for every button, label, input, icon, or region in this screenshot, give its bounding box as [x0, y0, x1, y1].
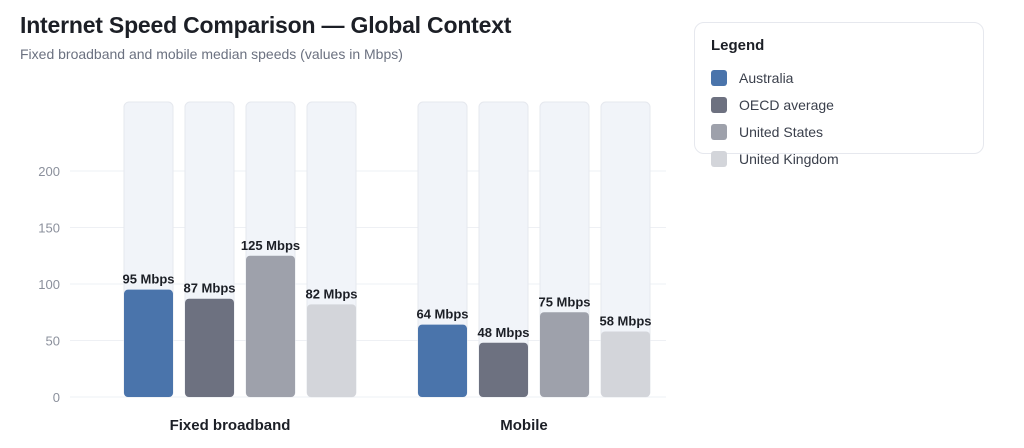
y-tick-label: 200 [38, 164, 60, 179]
legend-label-united-states: United States [739, 124, 824, 140]
bar-united-kingdom [307, 304, 356, 397]
legend-swatch-australia [711, 70, 727, 86]
data-label: 82 Mbps [305, 286, 357, 301]
legend: Legend Australia OECD average United Sta… [694, 22, 984, 167]
bar-australia [124, 289, 173, 397]
legend-label-australia: Australia [739, 70, 794, 86]
legend-item-australia: Australia [711, 69, 793, 87]
bar-united-states [246, 255, 295, 397]
legend-label-oecd-average: OECD average [739, 97, 834, 113]
data-label: 75 Mbps [538, 294, 590, 309]
data-label: 95 Mbps [122, 272, 174, 287]
y-tick-label: 0 [53, 390, 60, 405]
data-label: 64 Mbps [416, 307, 468, 322]
legend-title: Legend [711, 37, 765, 54]
legend-label-united-kingdom: United Kingdom [739, 151, 839, 167]
y-tick-label: 50 [46, 334, 60, 349]
bar-australia [418, 324, 467, 397]
legend-item-oecd-average: OECD average [711, 96, 834, 114]
chart-title: Internet Speed Comparison — Global Conte… [20, 12, 512, 38]
bar-oecd-average [185, 298, 234, 397]
legend-swatch-united-states [711, 124, 727, 140]
y-tick-label: 100 [38, 277, 60, 292]
data-label: 87 Mbps [183, 281, 235, 296]
legend-item-united-kingdom: United Kingdom [711, 150, 839, 168]
y-tick-label: 150 [38, 221, 60, 236]
bar-united-states [540, 312, 589, 397]
x-category-label: Mobile [500, 417, 548, 434]
legend-item-united-states: United States [711, 123, 823, 141]
bar-united-kingdom [601, 331, 650, 397]
bar-oecd-average [479, 342, 528, 397]
chart-subtitle: Fixed broadband and mobile median speeds… [20, 46, 403, 62]
legend-swatch-oecd-average [711, 97, 727, 113]
data-label: 48 Mbps [477, 325, 529, 340]
data-label: 125 Mbps [241, 238, 300, 253]
legend-swatch-united-kingdom [711, 151, 727, 167]
x-category-label: Fixed broadband [170, 417, 291, 434]
data-label: 58 Mbps [599, 313, 651, 328]
